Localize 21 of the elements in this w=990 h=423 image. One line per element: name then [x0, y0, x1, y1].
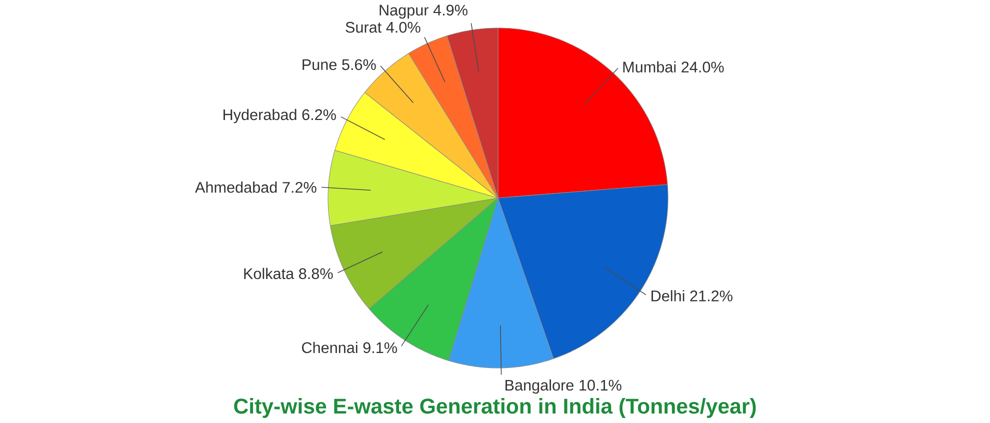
slice-label: Bangalore — [506, 379, 574, 394]
data-label: 9.1% — [363, 342, 398, 354]
data-label: 4.0% — [386, 22, 420, 33]
slice-label: Kolkata — [244, 268, 294, 280]
data-label: 10.1% — [580, 380, 622, 391]
slice-label: Hyderabad — [224, 108, 296, 124]
data-label: 5.6% — [342, 59, 376, 70]
data-label: 24.0% — [682, 62, 724, 72]
data-label: 6.2% — [302, 109, 336, 120]
slice-label: Nagpur — [380, 4, 429, 19]
data-label: 7.2% — [282, 182, 316, 193]
slice-label: Ahmedabad — [195, 182, 277, 193]
data-label: 4.9% — [433, 4, 468, 16]
data-label: 8.8% — [299, 268, 333, 280]
slice-label: Delhi — [652, 290, 684, 302]
slice-label: Surat — [346, 22, 382, 33]
slice-label: Mumbai — [623, 61, 676, 72]
data-label: 21.2% — [690, 290, 732, 302]
slice-label: Pune — [302, 59, 337, 70]
slice-label: Chennai — [302, 342, 358, 354]
text: City-wise E-waste Generation in India (Tonnes/year) — [234, 398, 756, 418]
